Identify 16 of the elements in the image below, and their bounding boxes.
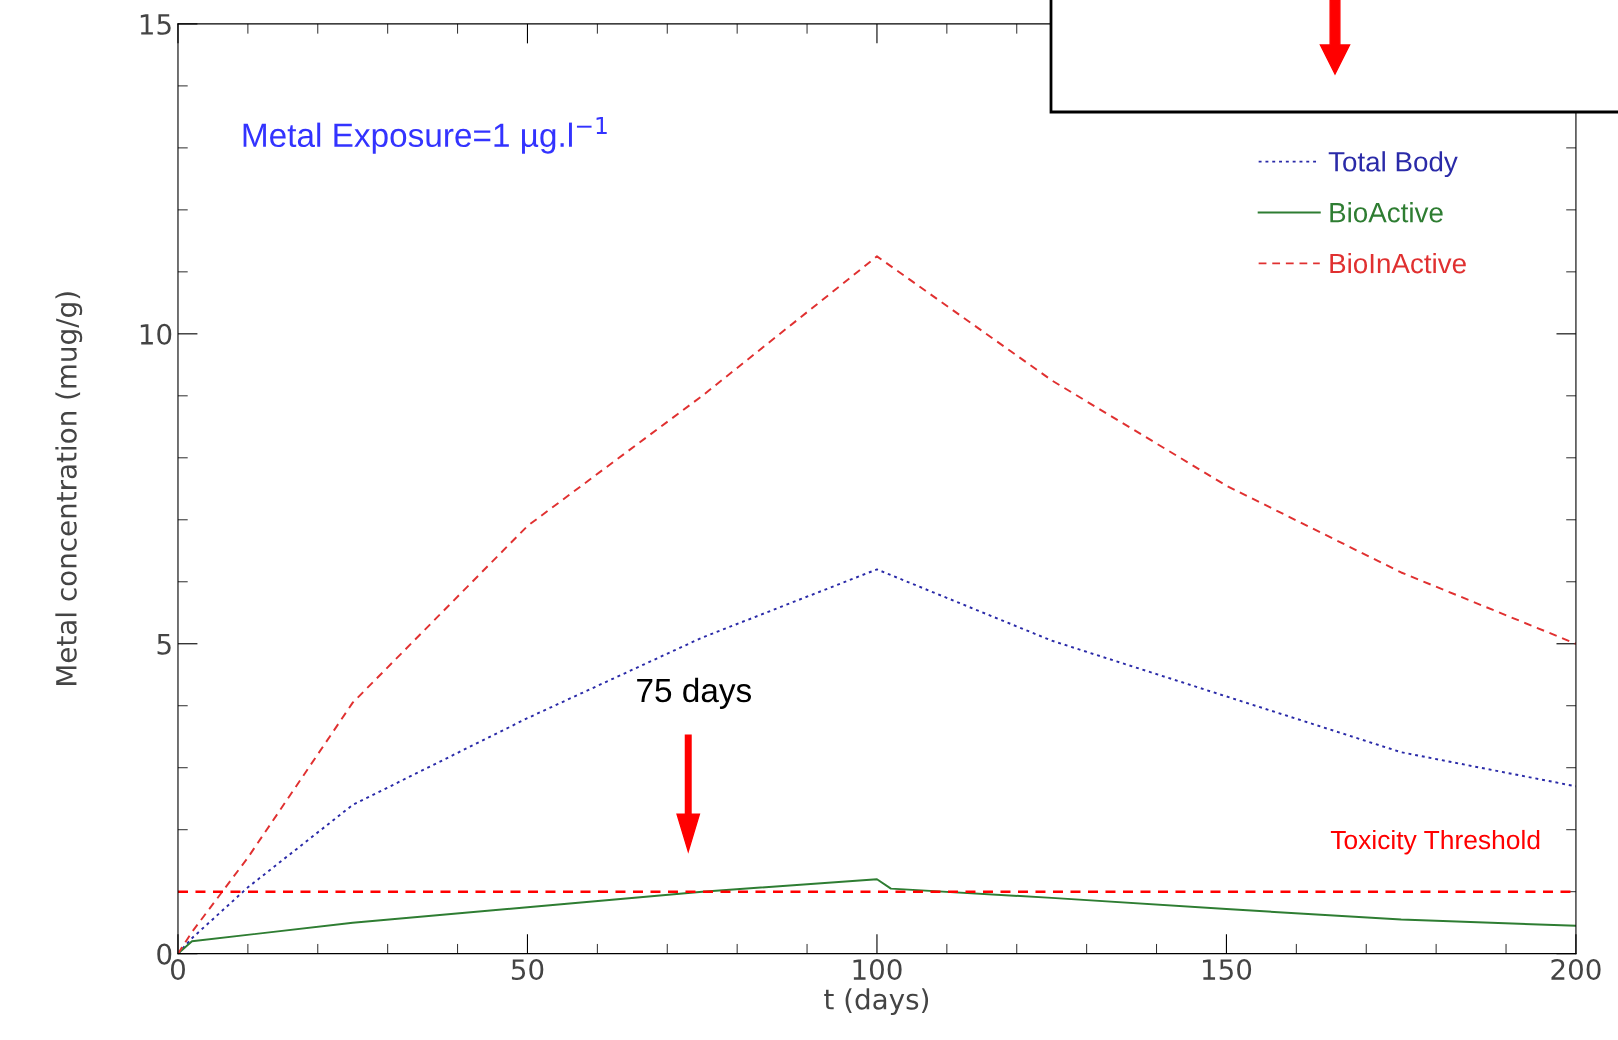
y-tick-label: 0 xyxy=(157,943,172,965)
x-tick-label: 100 xyxy=(853,959,902,981)
legend-label: Total Body xyxy=(1328,151,1458,178)
y-tick-label: 10 xyxy=(140,323,172,345)
legend-label: BioActive xyxy=(1330,202,1443,223)
annotation: Metal Exposure=1 µg.l$^{−1}$ xyxy=(243,116,607,154)
x-axis-title: t (days) xyxy=(824,988,929,1016)
legend-label: BioInActive xyxy=(1330,252,1466,274)
x-tick-label: 50 xyxy=(511,959,544,981)
ref-line-label: Toxicity Threshold xyxy=(1330,829,1540,855)
x-tick-label: 150 xyxy=(1202,959,1252,981)
y-axis-title: Metal concentration (mug/g) xyxy=(55,292,83,685)
y-tick-label: 15 xyxy=(140,14,171,35)
y-tick-label: 5 xyxy=(157,634,171,655)
annotation: 75 days xyxy=(637,677,751,709)
x-tick-label: 200 xyxy=(1551,959,1601,981)
